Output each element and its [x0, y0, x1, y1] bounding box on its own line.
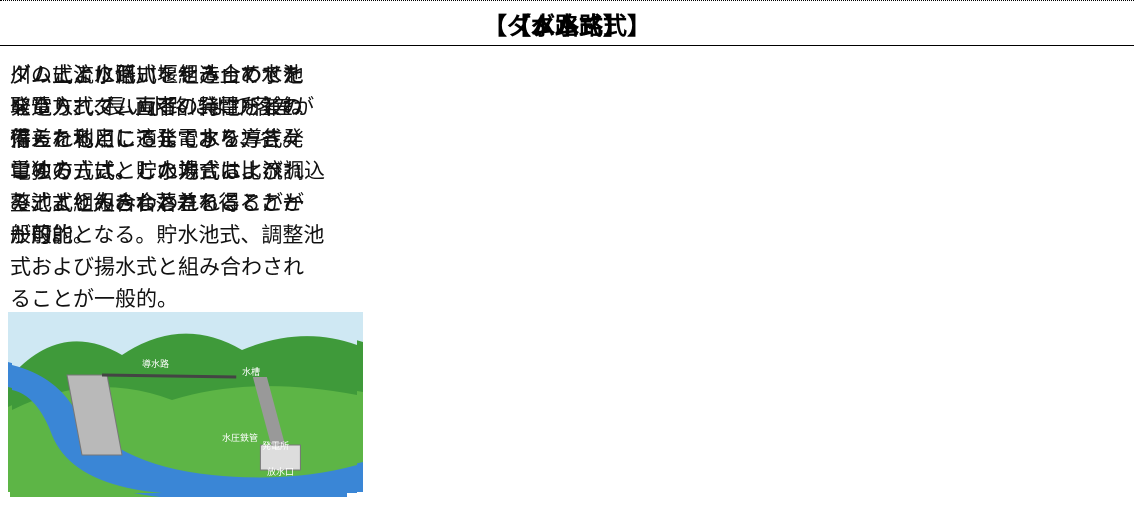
body-text-line: 得られるところまで水を導き発	[10, 127, 304, 151]
body-text-line: を造り、ダム直下の発電所との	[10, 95, 303, 119]
penstock	[252, 377, 289, 457]
figure-label: 放水口	[267, 466, 294, 478]
body-text-line: 一般的。	[10, 223, 94, 247]
body-text-line: 川の上流に低い堰を造って水を	[10, 63, 303, 87]
dam	[66, 374, 123, 456]
body-text-line: 単独の方式とした場合に比べ	[10, 159, 283, 183]
figure-label: 発電所	[262, 440, 289, 452]
body-text-line: この方式は、貯水池式および調	[10, 159, 304, 183]
body-text-line: 電する方式。この方式は、流れ込	[10, 159, 325, 183]
body-text-line: ダム式と水路式を組み合わせた	[10, 63, 304, 87]
power-station	[259, 444, 301, 471]
column-header: 【ダム水路式】	[0, 1, 1134, 46]
waterway	[101, 373, 237, 379]
body-text-line: 取り入れ､長い水路により落差が	[10, 95, 315, 119]
body-text-line: 般的。	[10, 223, 73, 247]
body-text-line: み式と組み合わされることが一	[10, 191, 304, 215]
body-text-line: 落差を利用して発電する方式。	[10, 127, 304, 151]
body-text-line: ることが一般的。	[10, 287, 178, 311]
body-text-line: て、より大きな落差を得ること	[10, 191, 303, 215]
body-text-line: 備えた地点に適しており、各々	[10, 127, 302, 151]
body-text-line: 整池式と組み合わされることが	[10, 191, 304, 215]
body-text-line: 発電方式で、両者の特性を兼ね	[10, 95, 304, 119]
body-text-line: ダムにより河川をせき止めて池	[10, 63, 304, 87]
body-text-line: 式および揚水式と組み合わされ	[10, 255, 304, 279]
river	[12, 365, 357, 493]
body-text-line: が可能となる。貯水池式、調整池	[10, 223, 325, 247]
figure-label: 導水路	[142, 358, 169, 370]
figure-label: 水圧鉄管	[222, 432, 258, 444]
figure-label: 水槽	[242, 366, 260, 378]
